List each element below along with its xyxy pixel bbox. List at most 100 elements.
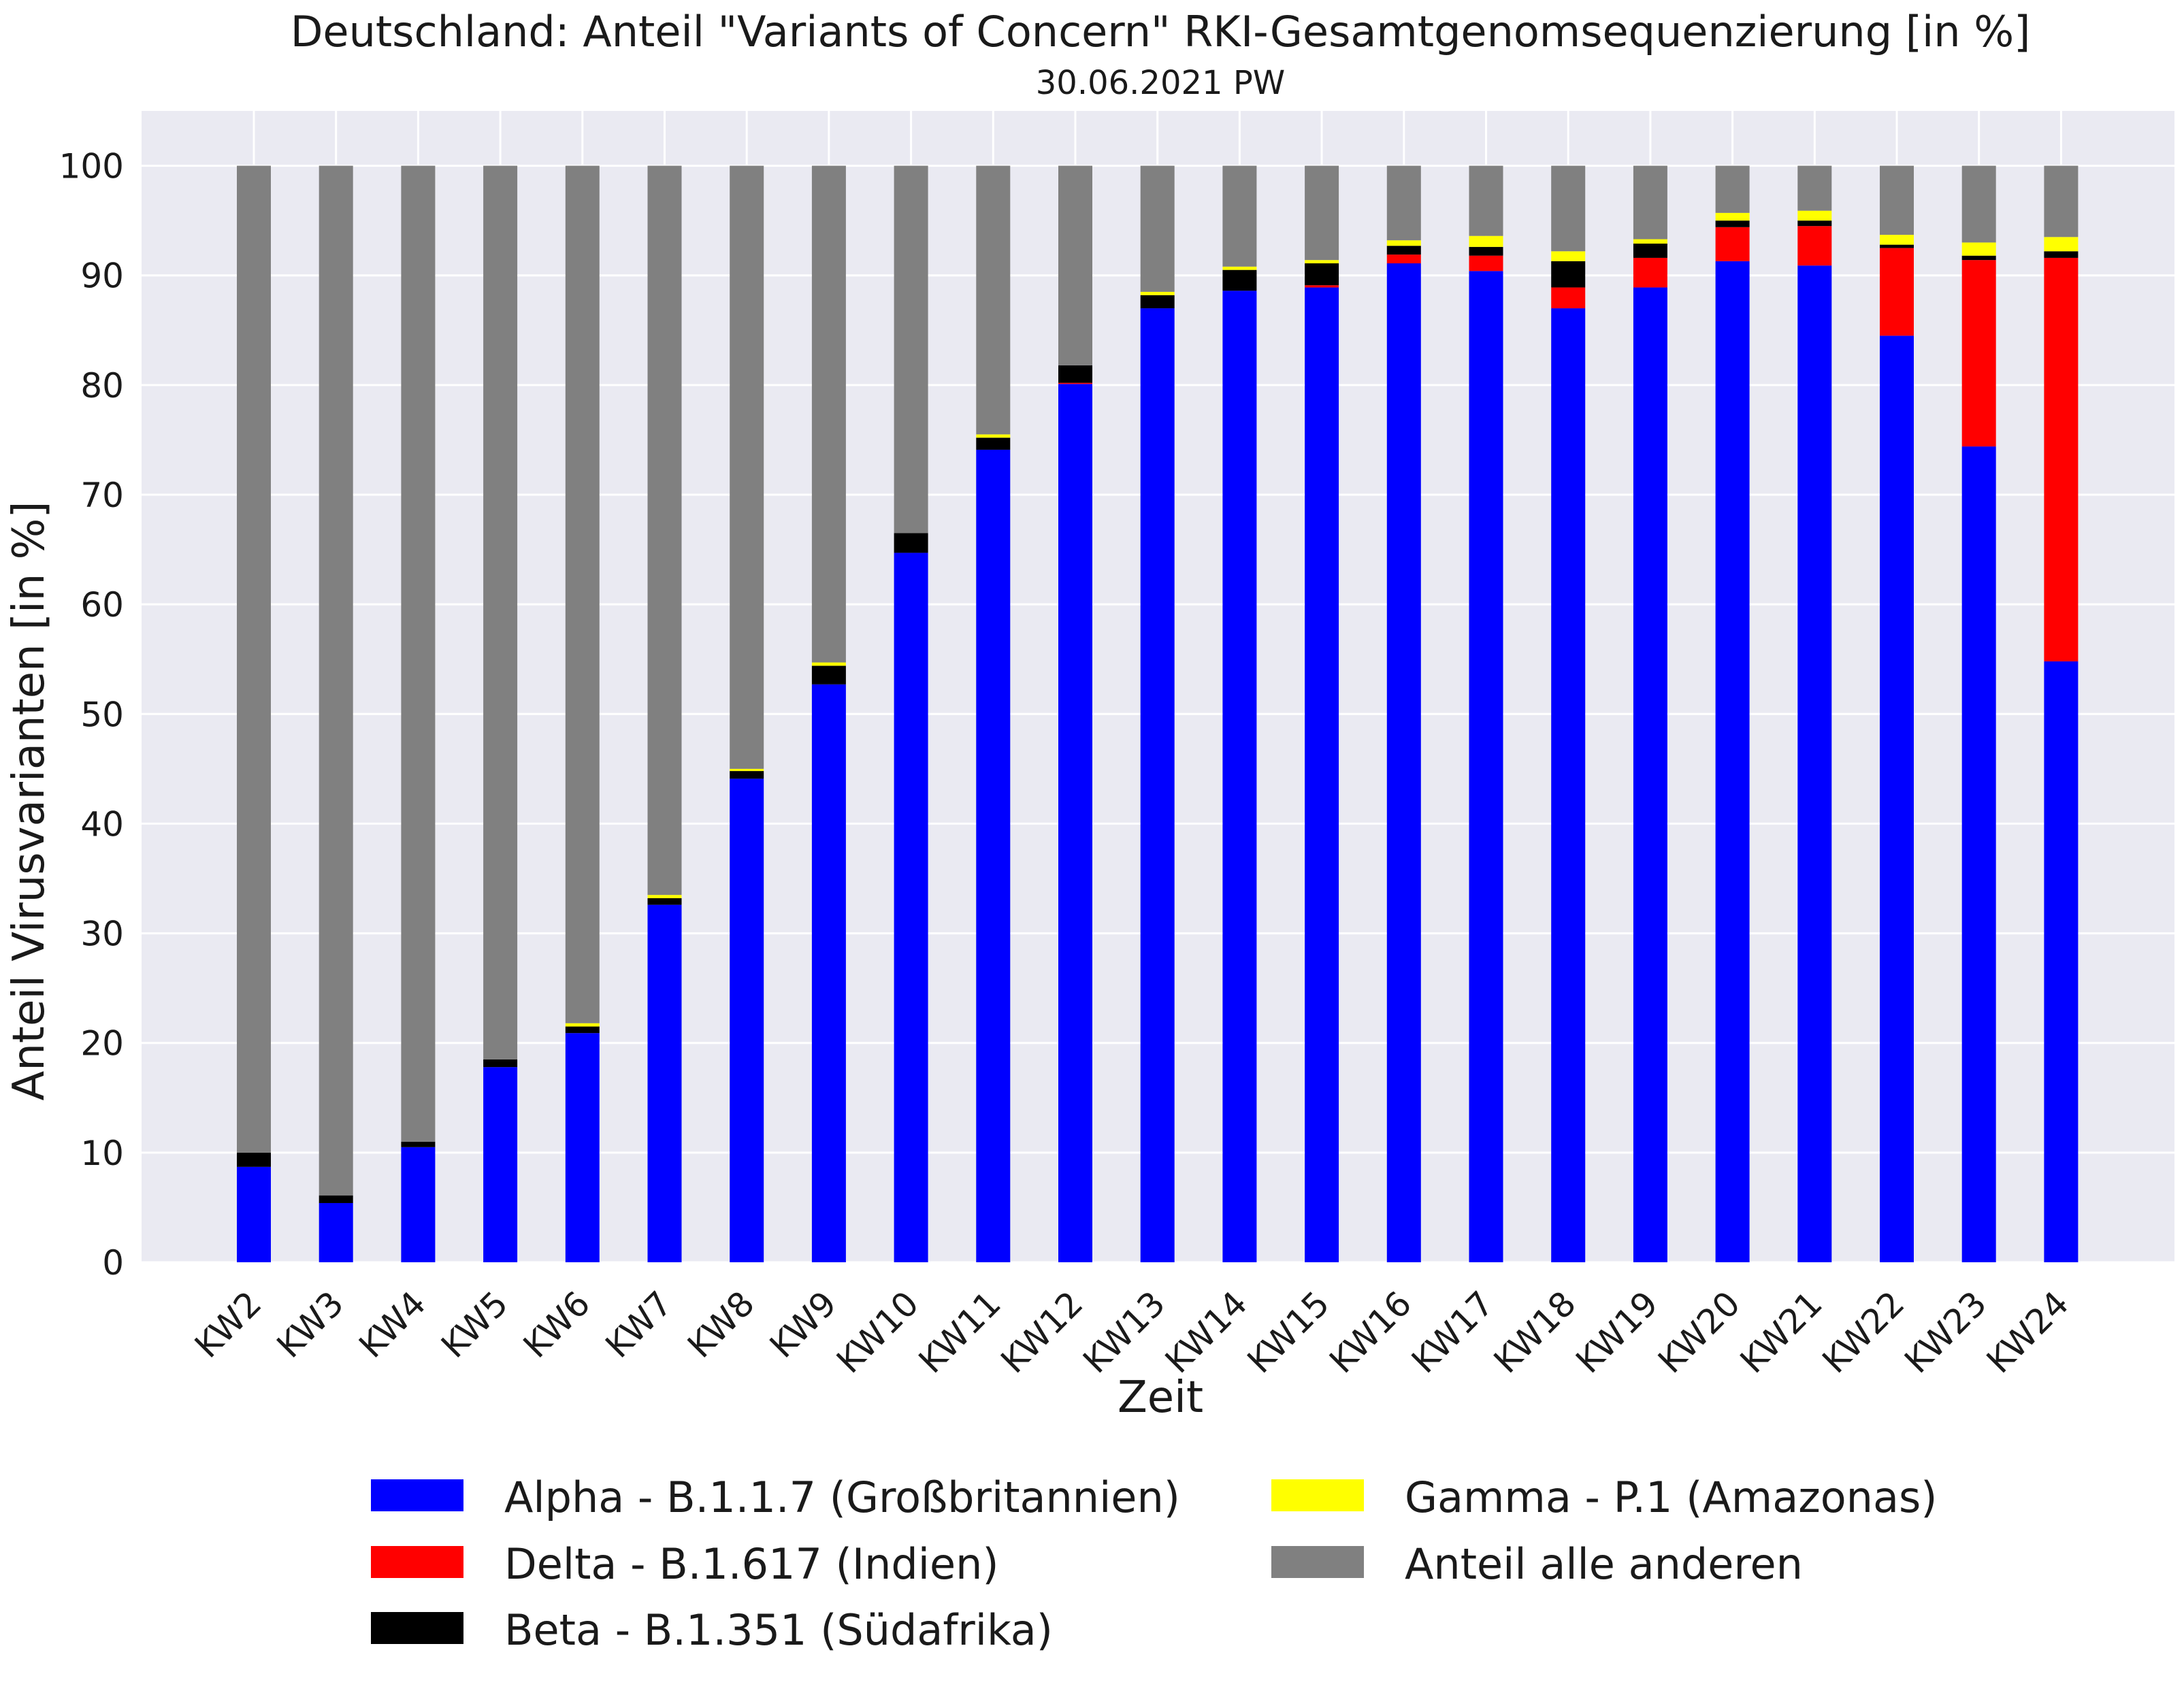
bar-segment: KW14: 0.3 xyxy=(1222,266,1257,270)
y-tick-label: 80 xyxy=(80,366,124,406)
bar-segment: KW4: 89 xyxy=(401,165,436,1142)
x-tick-label: KW11 xyxy=(911,1283,1009,1381)
chart-subtitle: 30.06.2021 PW xyxy=(1036,64,1286,102)
x-tick-label: KW21 xyxy=(1733,1283,1830,1381)
x-tick-label: KW20 xyxy=(1650,1283,1748,1381)
bar-segment: KW18: 2.4 xyxy=(1551,261,1586,288)
x-tick-label: KW18 xyxy=(1486,1283,1584,1381)
bar-segment: KW20: 0.7 xyxy=(1715,212,1750,221)
bar-segment: KW15: 8.6 xyxy=(1305,165,1339,261)
bar-segment: KW11: 1.1 xyxy=(976,438,1011,450)
x-tick-label: KW16 xyxy=(1322,1283,1419,1381)
bar-segment: KW20: 3.1 xyxy=(1715,227,1750,261)
bar-segment: KW22: 0.3 xyxy=(1880,244,1914,248)
bar-segment: KW17: 90.4 xyxy=(1469,271,1503,1263)
bar-segment: KW10: 1.8 xyxy=(894,533,928,553)
x-tick-label: KW14 xyxy=(1158,1283,1255,1381)
bar-segment: KW7: 0.6 xyxy=(647,898,682,905)
x-axis-label: Zeit xyxy=(1118,1373,1203,1423)
legend: Alpha - B.1.1.7 (Großbritannien) Delta - … xyxy=(371,1473,1937,1655)
bar-segment: KW2: 1.3 xyxy=(237,1152,271,1167)
bar-segment: KW17: 1.4 xyxy=(1469,255,1503,272)
legend-swatch xyxy=(371,1479,463,1511)
y-tick-label: 70 xyxy=(80,476,124,515)
x-tick-label: KW19 xyxy=(1568,1283,1665,1381)
bar-segment: KW22: 8 xyxy=(1880,248,1914,336)
bar-segment: KW24: 0.6 xyxy=(2044,251,2079,258)
legend-swatch xyxy=(1271,1546,1364,1578)
bar-segment: KW20: 4.3 xyxy=(1715,165,1750,213)
bar-segment: KW6: 0.6 xyxy=(565,1026,600,1034)
bar-segment: KW10: 64.7 xyxy=(894,553,928,1262)
bar-segment: KW8: 44.1 xyxy=(730,778,764,1262)
y-tick-label: 50 xyxy=(80,695,124,734)
bar-segment: KW13: 11.5 xyxy=(1140,165,1175,292)
bar-segment: KW8: 0.2 xyxy=(730,768,764,772)
bar-segment: KW18: 87 xyxy=(1551,308,1586,1262)
bar-segment: KW2: 90 xyxy=(237,165,271,1153)
bar-segment: KW20: 91.3 xyxy=(1715,261,1750,1262)
bar-segment: KW16: 0.8 xyxy=(1386,246,1421,255)
y-tick-label: 90 xyxy=(80,257,124,296)
bar-segment: KW11: 24.5 xyxy=(976,165,1011,435)
legend-swatch xyxy=(371,1612,463,1644)
bar-segment: KW4: 0.5 xyxy=(401,1141,436,1147)
bar-segment: KW19: 2.7 xyxy=(1633,257,1667,288)
bar-segment: KW12: 0.1 xyxy=(1058,382,1092,384)
x-tick-label: KW2 xyxy=(187,1283,269,1365)
x-tick-label: KW12 xyxy=(994,1283,1091,1381)
bar-segment: KW21: 3.6 xyxy=(1797,226,1832,266)
bar-segment: KW17: 6.4 xyxy=(1469,165,1503,236)
bar-segment: KW19: 1.3 xyxy=(1633,243,1667,258)
y-tick-label: 30 xyxy=(80,915,124,954)
bar-segment: KW18: 1.9 xyxy=(1551,287,1586,309)
bar-segment: KW10: 33.5 xyxy=(894,165,928,533)
y-tick-label: 0 xyxy=(102,1243,124,1283)
bar-segment: KW3: 93.9 xyxy=(319,165,353,1196)
bar-segment: KW5: 0.7 xyxy=(483,1059,518,1068)
legend-label: Alpha - B.1.1.7 (Großbritannien) xyxy=(504,1473,1180,1522)
bar-segment: KW5: 81.5 xyxy=(483,165,518,1059)
x-tick-label: KW4 xyxy=(351,1283,433,1365)
bar-segment: KW21: 0.9 xyxy=(1797,210,1832,221)
bar-segment: KW20: 0.6 xyxy=(1715,220,1750,227)
legend-swatch xyxy=(1271,1479,1364,1511)
legend-label: Delta - B.1.617 (Indien) xyxy=(504,1539,999,1589)
bar-segment: KW18: 0.9 xyxy=(1551,251,1586,261)
x-tick-label: KW8 xyxy=(680,1283,762,1365)
bar-segment: KW19: 6.7 xyxy=(1633,165,1667,240)
x-tick-label: KW3 xyxy=(270,1283,351,1365)
bar-segment: KW6: 78.2 xyxy=(565,165,600,1023)
bar-segment: KW23: 17 xyxy=(1961,260,1996,447)
bar-segment: KW22: 0.9 xyxy=(1880,235,1914,245)
bar-segment: KW9: 0.3 xyxy=(811,662,846,666)
y-tick-label: 40 xyxy=(80,804,124,844)
x-tick-label: KW6 xyxy=(516,1283,598,1365)
y-tick-label: 100 xyxy=(59,147,124,186)
x-tick-label: KW22 xyxy=(1815,1283,1912,1381)
bar-segment: KW16: 0.8 xyxy=(1386,254,1421,263)
bar-segment: KW18: 7.8 xyxy=(1551,165,1586,252)
legend-swatch xyxy=(371,1546,463,1578)
bar-segment: KW13: 0.3 xyxy=(1140,291,1175,295)
bar-segment: KW11: 74.1 xyxy=(976,449,1011,1263)
bar-segment: KW19: 88.9 xyxy=(1633,287,1667,1263)
bar-segment: KW5: 17.8 xyxy=(483,1067,518,1262)
legend-label: Beta - B.1.351 (Südafrika) xyxy=(504,1605,1053,1655)
legend-label: Gamma - P.1 (Amazonas) xyxy=(1405,1473,1937,1522)
bar-segment: KW15: 0.3 xyxy=(1305,260,1339,263)
legend-item: Anteil alle anderen xyxy=(1271,1539,1803,1589)
bar-segment: KW23: 1.2 xyxy=(1961,242,1996,256)
x-tick-label: KW10 xyxy=(829,1283,926,1381)
bar-segment: KW11: 0.3 xyxy=(976,434,1011,438)
x-tick-label: KW5 xyxy=(434,1283,515,1365)
bar-segment: KW23: 74.4 xyxy=(1961,446,1996,1262)
bar-segment: KW15: 0.2 xyxy=(1305,285,1339,288)
bar-segment: KW8: 55 xyxy=(730,165,764,769)
bar-segment: KW7: 66.5 xyxy=(647,165,682,895)
chart-title: Deutschland: Anteil "Variants of Concern… xyxy=(291,7,2031,56)
bar-segment: KW15: 88.9 xyxy=(1305,287,1339,1263)
bar-segment: KW4: 10.5 xyxy=(401,1147,436,1262)
